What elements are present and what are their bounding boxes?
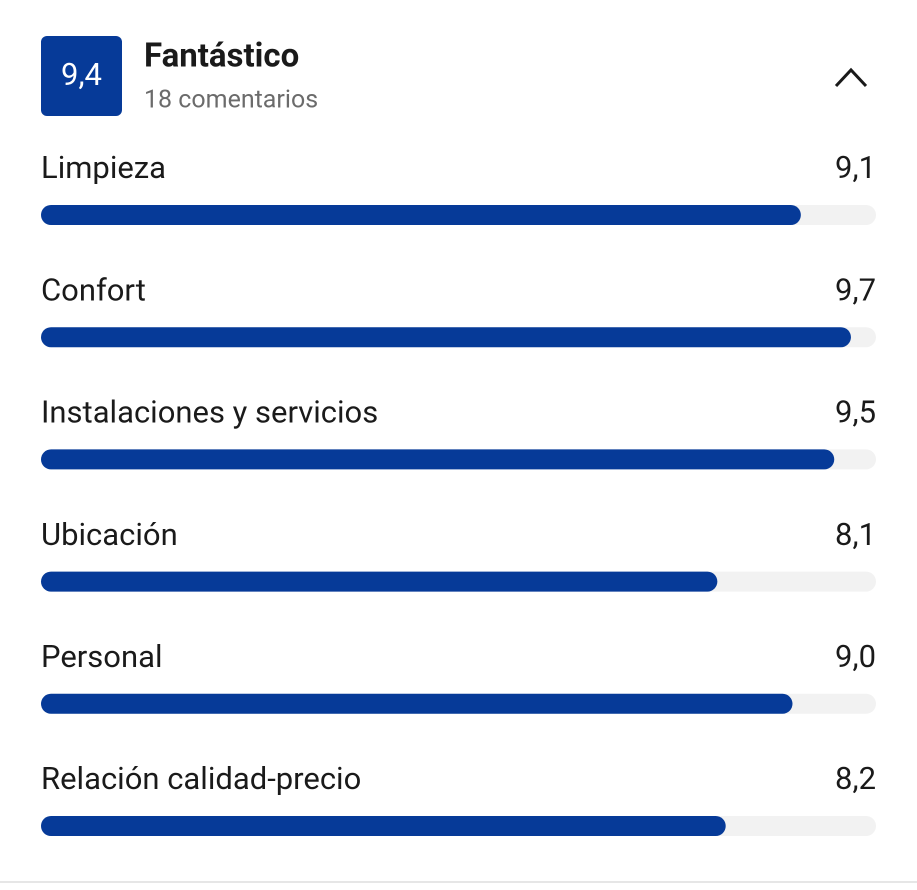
category-label: Limpieza xyxy=(41,149,166,186)
score: 9,4 xyxy=(61,56,102,93)
value-label: 9,7 xyxy=(835,271,876,308)
bar xyxy=(41,693,793,714)
value-label: 8,2 xyxy=(835,760,876,797)
value-label: 9,1 xyxy=(835,149,876,186)
value-label: 8,1 xyxy=(835,516,876,553)
category-label: Personal xyxy=(41,638,163,675)
category-label: Instalaciones y servicios xyxy=(41,394,378,431)
bar xyxy=(41,205,801,225)
rating-title: Fantástico xyxy=(144,37,299,76)
review-count: 18 comentarios xyxy=(144,86,318,115)
collapse-toggle[interactable] xyxy=(834,67,868,88)
bar xyxy=(41,571,718,592)
bar xyxy=(41,327,851,348)
value-label: 9,5 xyxy=(835,394,876,431)
bar xyxy=(41,816,726,836)
category-label: Ubicación xyxy=(41,516,178,553)
score-badge xyxy=(41,36,122,116)
bar xyxy=(41,449,835,470)
category-label: Relación calidad-precio xyxy=(41,760,361,797)
value-label: 9,0 xyxy=(835,638,876,675)
category-label: Confort xyxy=(41,271,146,308)
